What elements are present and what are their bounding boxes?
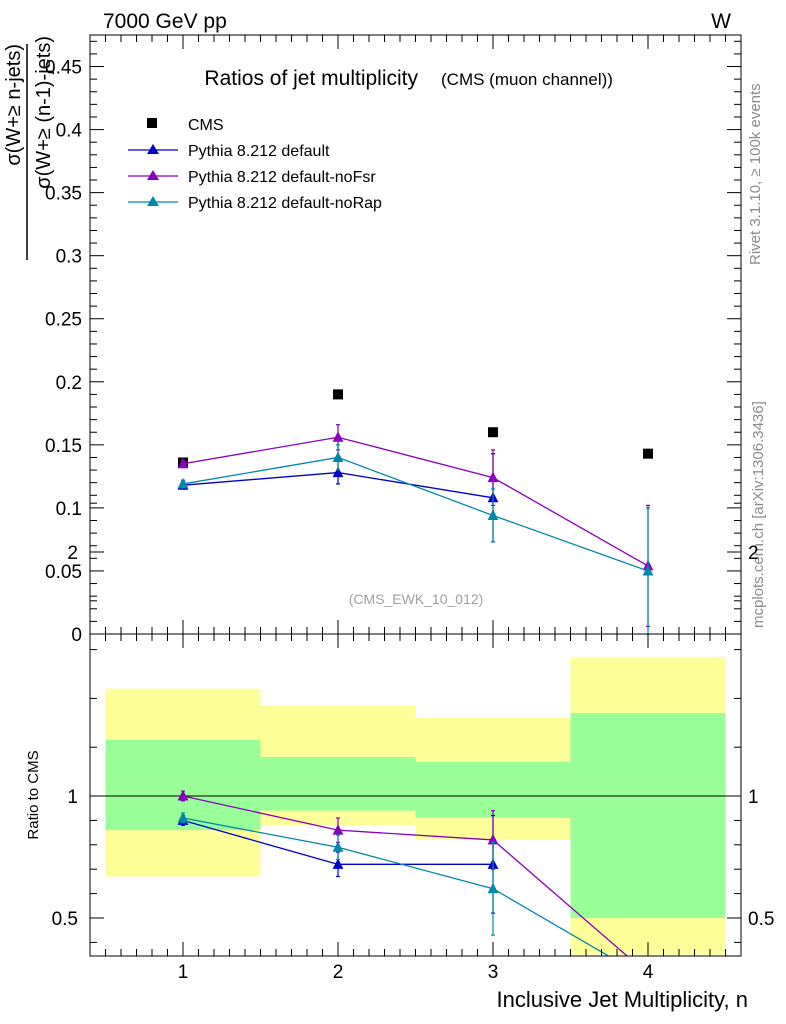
x-tick-label: 4 bbox=[643, 962, 654, 983]
legend-nofsr-label: Pythia 8.212 default-noFsr bbox=[188, 169, 376, 186]
x-tick-labels: 1 2 3 4 bbox=[178, 962, 654, 983]
cms-data-point bbox=[333, 389, 343, 400]
mcplots-label: mcplots.cern.ch [arXiv:1306.3436] bbox=[750, 401, 767, 628]
data-point bbox=[487, 509, 499, 520]
ratio-data-point bbox=[487, 882, 499, 894]
uncertainty-band-inner bbox=[415, 761, 571, 818]
y-tick-label: 0.2 bbox=[56, 373, 82, 394]
ratio-ticks bbox=[90, 502, 741, 956]
legend: CMS Pythia 8.212 default Pythia 8.212 de… bbox=[128, 117, 382, 212]
ratio-series-line bbox=[182, 817, 610, 956]
series-line bbox=[182, 436, 649, 567]
main-y-tick-labels: 0 0.05 0.1 0.15 0.2 0.25 0.3 0.35 0.4 0.45 bbox=[45, 58, 82, 646]
legend-default-label: Pythia 8.212 default bbox=[188, 143, 330, 160]
analysis-watermark: (CMS_EWK_10_012) bbox=[349, 591, 484, 607]
ratio-y-tick-label-right: 0.5 bbox=[748, 909, 774, 930]
legend-nofsr-marker bbox=[147, 170, 159, 180]
y-tick-label: 0.1 bbox=[56, 499, 82, 520]
ratio-series-line bbox=[182, 795, 629, 956]
ratio-data-layer bbox=[177, 790, 629, 956]
ratio-data-point bbox=[332, 841, 344, 852]
y-tick-label: 0.15 bbox=[45, 436, 82, 457]
energy-label: 7000 GeV pp bbox=[103, 10, 227, 33]
ratio-data-point bbox=[487, 833, 499, 845]
y-tick-label: 0.25 bbox=[45, 310, 82, 331]
rivet-label: Rivet 3.1.10, ≥ 100k events bbox=[747, 83, 764, 265]
cms-data-point bbox=[488, 427, 498, 438]
legend-default-marker bbox=[147, 144, 159, 154]
x-axis-label: Inclusive Jet Multiplicity, n bbox=[497, 987, 748, 1012]
ratio-bands bbox=[105, 656, 726, 955]
ratio-data-point bbox=[332, 858, 344, 869]
legend-cms-label: CMS bbox=[188, 117, 224, 134]
ratio-y-tick-label-right: 1 bbox=[748, 787, 759, 808]
ratio-y-tick-label: 1 bbox=[67, 787, 78, 808]
ratio-panel: 0.5 0.5 1 1 2 2 Ratio to CMS 1 2 3 4 Inclusive J… bbox=[25, 502, 775, 1012]
uncertainty-band-inner bbox=[260, 756, 416, 811]
ratio-data-point bbox=[177, 790, 189, 801]
y-tick-label: 0.35 bbox=[45, 184, 82, 205]
process-label: W bbox=[711, 10, 731, 33]
x-tick-label: 3 bbox=[488, 962, 499, 983]
main-data-layer bbox=[177, 389, 654, 635]
ratio-data-point bbox=[177, 811, 189, 823]
y-tick-label: 0.45 bbox=[45, 58, 82, 79]
data-point bbox=[332, 431, 344, 442]
chart-title: Ratios of jet multiplicity bbox=[204, 67, 418, 90]
ratio-data-point bbox=[332, 824, 344, 835]
y-label-numerator: σ(W+≥ n-jets) bbox=[3, 44, 25, 166]
data-point bbox=[642, 564, 654, 576]
legend-norap-marker bbox=[147, 196, 159, 206]
x-tick-label: 2 bbox=[333, 962, 344, 983]
y-label-denominator: σ(W+≥ (n-1)-jets) bbox=[33, 36, 55, 189]
ratio-y-tick-labels: 0.5 0.5 1 1 2 2 bbox=[52, 543, 775, 930]
ratio-series-group bbox=[177, 790, 629, 956]
data-point bbox=[487, 471, 499, 483]
series-line bbox=[182, 456, 649, 572]
cms-data-point bbox=[643, 448, 653, 459]
chart-subtitle: (CMS (muon channel)) bbox=[441, 70, 613, 89]
main-panel: 0 0.05 0.1 0.15 0.2 0.25 0.3 0.35 0.4 0.45 Ratios… bbox=[3, 34, 742, 646]
ratio-y-tick-label-right: 2 bbox=[748, 543, 759, 564]
legend-norap-label: Pythia 8.212 default-noRap bbox=[188, 195, 382, 212]
ratio-y-tick-label: 2 bbox=[67, 543, 78, 564]
legend-cms-marker bbox=[147, 118, 157, 128]
y-tick-label: 0.05 bbox=[45, 562, 82, 583]
data-point bbox=[332, 451, 344, 462]
uncertainty-band-inner bbox=[570, 713, 726, 918]
ratio-y-tick-label: 0.5 bbox=[52, 909, 78, 930]
data-point bbox=[177, 477, 189, 489]
data-point bbox=[332, 466, 344, 478]
x-tick-label: 1 bbox=[178, 962, 189, 983]
y-tick-label: 0.4 bbox=[56, 121, 83, 142]
main-ticks bbox=[90, 35, 741, 635]
y-tick-label: 0 bbox=[71, 625, 82, 646]
y-tick-label: 0.3 bbox=[56, 247, 82, 268]
ratio-y-label: Ratio to CMS bbox=[25, 750, 42, 839]
data-point bbox=[177, 457, 189, 469]
